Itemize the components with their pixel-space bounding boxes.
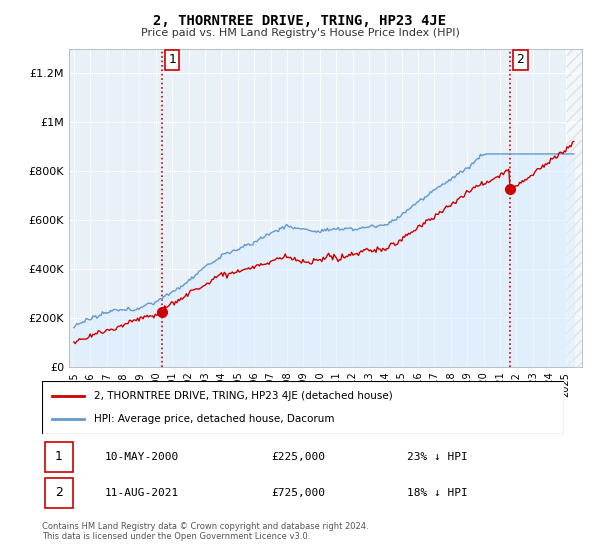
- Bar: [44, 478, 73, 508]
- Text: 23% ↓ HPI: 23% ↓ HPI: [407, 452, 468, 462]
- Text: 1: 1: [169, 54, 176, 67]
- Bar: [44, 442, 73, 472]
- Text: 1: 1: [55, 450, 63, 463]
- Text: 2: 2: [517, 54, 524, 67]
- Text: Price paid vs. HM Land Registry's House Price Index (HPI): Price paid vs. HM Land Registry's House …: [140, 28, 460, 38]
- Text: £225,000: £225,000: [272, 452, 326, 462]
- Text: 2: 2: [55, 487, 63, 500]
- Text: 2, THORNTREE DRIVE, TRING, HP23 4JE: 2, THORNTREE DRIVE, TRING, HP23 4JE: [154, 14, 446, 28]
- Text: 10-MAY-2000: 10-MAY-2000: [104, 452, 179, 462]
- Text: 2, THORNTREE DRIVE, TRING, HP23 4JE (detached house): 2, THORNTREE DRIVE, TRING, HP23 4JE (det…: [94, 391, 393, 401]
- Text: 11-AUG-2021: 11-AUG-2021: [104, 488, 179, 498]
- Bar: [566, 49, 582, 367]
- Text: 18% ↓ HPI: 18% ↓ HPI: [407, 488, 468, 498]
- Text: £725,000: £725,000: [272, 488, 326, 498]
- Text: Contains HM Land Registry data © Crown copyright and database right 2024.
This d: Contains HM Land Registry data © Crown c…: [42, 522, 368, 542]
- Text: HPI: Average price, detached house, Dacorum: HPI: Average price, detached house, Daco…: [94, 414, 335, 424]
